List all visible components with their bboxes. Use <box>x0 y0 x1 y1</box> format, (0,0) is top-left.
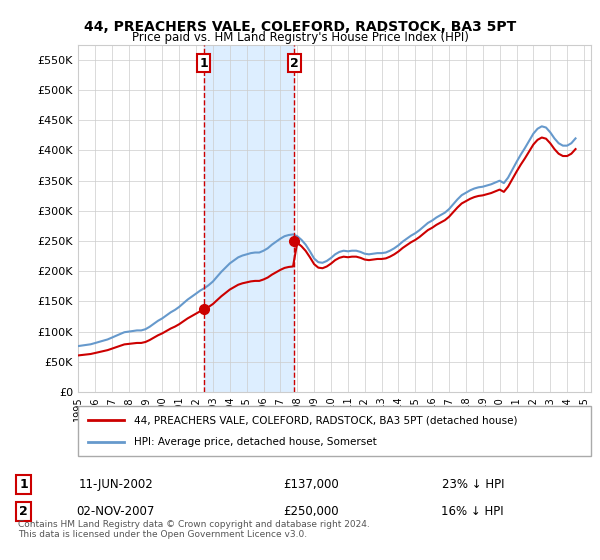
Bar <box>203 45 295 392</box>
Text: 02-NOV-2007: 02-NOV-2007 <box>76 505 155 518</box>
Text: Price paid vs. HM Land Registry's House Price Index (HPI): Price paid vs. HM Land Registry's House … <box>131 31 469 44</box>
FancyBboxPatch shape <box>78 406 591 456</box>
Text: £137,000: £137,000 <box>284 478 340 491</box>
Text: 16% ↓ HPI: 16% ↓ HPI <box>442 505 504 518</box>
Text: HPI: Average price, detached house, Somerset: HPI: Average price, detached house, Some… <box>134 437 377 447</box>
Text: Contains HM Land Registry data © Crown copyright and database right 2024.
This d: Contains HM Land Registry data © Crown c… <box>18 520 370 539</box>
Text: 23% ↓ HPI: 23% ↓ HPI <box>442 478 504 491</box>
Text: 11-JUN-2002: 11-JUN-2002 <box>79 478 153 491</box>
Text: 2: 2 <box>290 57 299 70</box>
Text: 1: 1 <box>19 478 28 491</box>
Text: 44, PREACHERS VALE, COLEFORD, RADSTOCK, BA3 5PT: 44, PREACHERS VALE, COLEFORD, RADSTOCK, … <box>84 20 516 34</box>
Text: 1: 1 <box>199 57 208 70</box>
Text: £250,000: £250,000 <box>284 505 340 518</box>
Text: 44, PREACHERS VALE, COLEFORD, RADSTOCK, BA3 5PT (detached house): 44, PREACHERS VALE, COLEFORD, RADSTOCK, … <box>134 415 518 425</box>
Text: 2: 2 <box>19 505 28 518</box>
